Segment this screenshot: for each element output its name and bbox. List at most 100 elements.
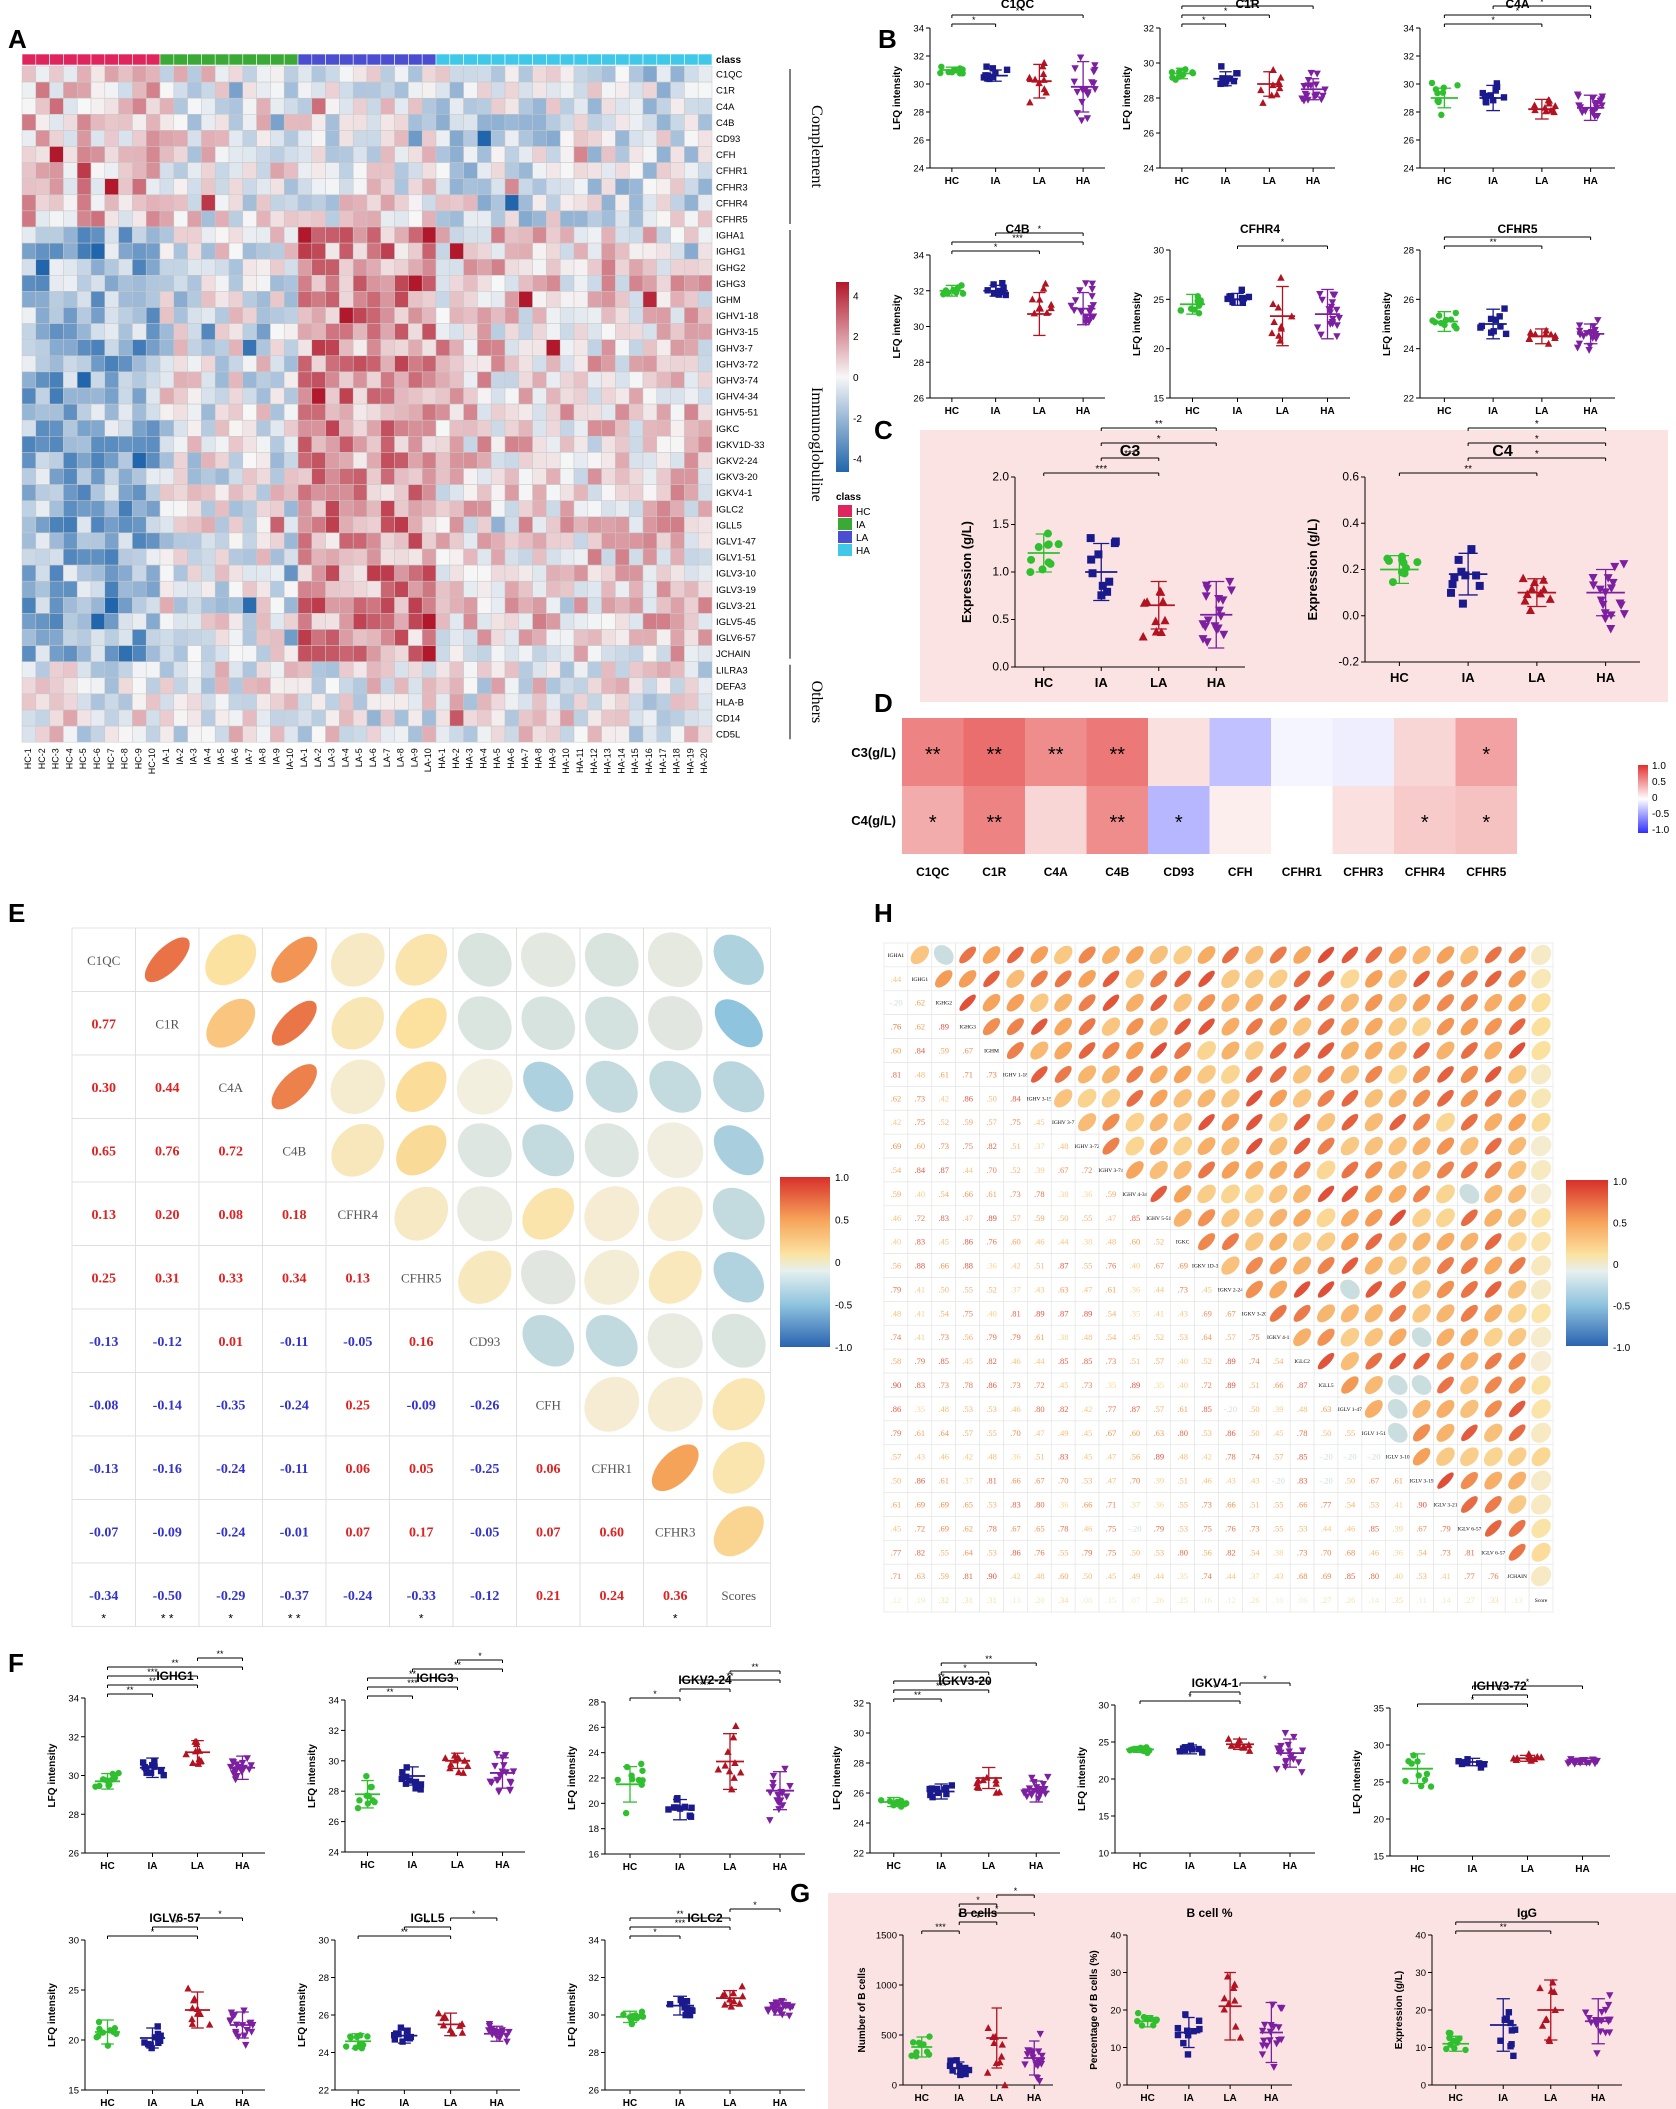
corr-value: .36 [1082,1189,1093,1199]
heatmap-cell [615,548,630,566]
heatmap-cell [435,275,451,292]
gene-label: C4B [716,118,734,129]
diag-label: IGLV 3-19 [1410,1479,1434,1485]
heatmap-cell [449,114,464,131]
heatmap-cell [697,532,713,550]
heatmap-cell [283,81,299,99]
heatmap-cell [104,725,119,743]
corr-ellipse [1484,1089,1502,1107]
corr-value: .66 [1273,1380,1284,1390]
corr-value: .40 [915,1189,926,1199]
heatmap-cell [104,645,119,662]
heatmap-cell [587,242,602,260]
heatmap-cell [477,339,492,357]
corr-value: .76 [1034,1547,1045,1557]
corr-ellipse [1030,1041,1049,1060]
corr-value: .67 [1058,1165,1069,1175]
colorbar-d [1638,765,1648,833]
heatmap-cell [670,403,685,421]
corr-ellipse [1221,1089,1240,1108]
heatmap-cell [256,242,271,260]
corr-value: 0.76 [155,1144,180,1159]
heatmap-cell [63,210,78,228]
heatmap-cell [159,709,175,727]
corr-ellipse [1412,1065,1431,1084]
heatmap-cell [490,516,506,534]
heatmap-cell [49,81,64,99]
corr-value: -0.14 [153,1398,182,1413]
heatmap-cell [504,709,520,727]
heatmap-cell [76,371,92,389]
heatmap-cell [201,65,216,83]
data-point [1313,324,1322,332]
corr-ellipse [1340,1352,1360,1371]
heatmap-cell [256,597,271,614]
heatmap-cell [421,436,437,453]
heatmap-cell [90,468,106,485]
corr-value: .46 [1010,1356,1021,1366]
heatmap-cell [518,500,533,518]
heatmap-cell [421,709,437,727]
heatmap-cell [283,645,299,662]
heatmap-cell [21,452,37,469]
heatmap-cell [256,178,271,196]
heatmap-cell [132,661,147,679]
heatmap-cell [642,307,658,324]
heatmap-cell [132,484,147,501]
corr-value: 0.13 [346,1271,371,1286]
heatmap-cell [573,242,589,260]
data-point [1606,584,1616,593]
heatmap-cell [532,564,547,582]
data-point [1616,601,1626,610]
heatmap-cell [670,178,685,196]
corr-ellipse [1412,1089,1431,1107]
sample-label: HA-15 [630,748,640,774]
heatmap-cell [325,307,340,324]
corr-value: .57 [1153,1404,1164,1414]
corr-value: .59 [1106,1189,1117,1199]
corr-ellipse [910,945,930,965]
corr-ellipse [1245,1208,1264,1228]
corr-value: .12 [891,1595,902,1605]
corr-ellipse [1340,1136,1360,1156]
heatmap-cell [670,146,685,163]
heatmap-cell [477,564,492,582]
corr-value: .66 [1225,1499,1236,1509]
sample-label: HA-3 [465,748,475,769]
data-point [1086,534,1095,543]
corr-ellipse [1531,1231,1551,1252]
corr-value: .89 [1130,1380,1141,1390]
corr-ellipse [1245,1018,1263,1036]
class-bar-cell [325,53,340,66]
heatmap-cell [214,693,230,711]
corr-value: .51 [1249,1499,1260,1509]
heatmap-cell [325,371,340,389]
heatmap-cell [311,194,326,212]
heatmap-cell [21,178,37,196]
grid-cell [579,1435,644,1500]
data-point [1071,65,1079,73]
heatmap-cell [339,323,354,340]
group-label: Immunoglobuline [808,387,825,502]
heatmap-cell [642,162,658,179]
corr-value: .63 [1058,1284,1069,1294]
grid-cell [516,1372,581,1437]
heatmap-cell [76,645,92,662]
heatmap-cell [615,371,630,389]
heatmap-cell [642,516,658,534]
corr-value: .60 [891,1046,902,1056]
corr-ellipse [330,1059,386,1115]
heatmap-cell [532,178,547,196]
heatmap-cell [670,242,685,260]
heatmap-cell [463,693,478,711]
heatmap-cell [311,242,326,260]
corr-value: .76 [891,1022,902,1032]
heatmap-cell [214,468,230,485]
heatmap-cell [587,500,602,518]
corr-ellipse [1125,1112,1145,1132]
heatmap-cell [463,532,478,550]
corr-value: .67 [1010,1523,1021,1533]
heatmap-cell [35,564,50,582]
heatmap-cell [339,725,354,743]
corr-value: .64 [962,1547,973,1557]
